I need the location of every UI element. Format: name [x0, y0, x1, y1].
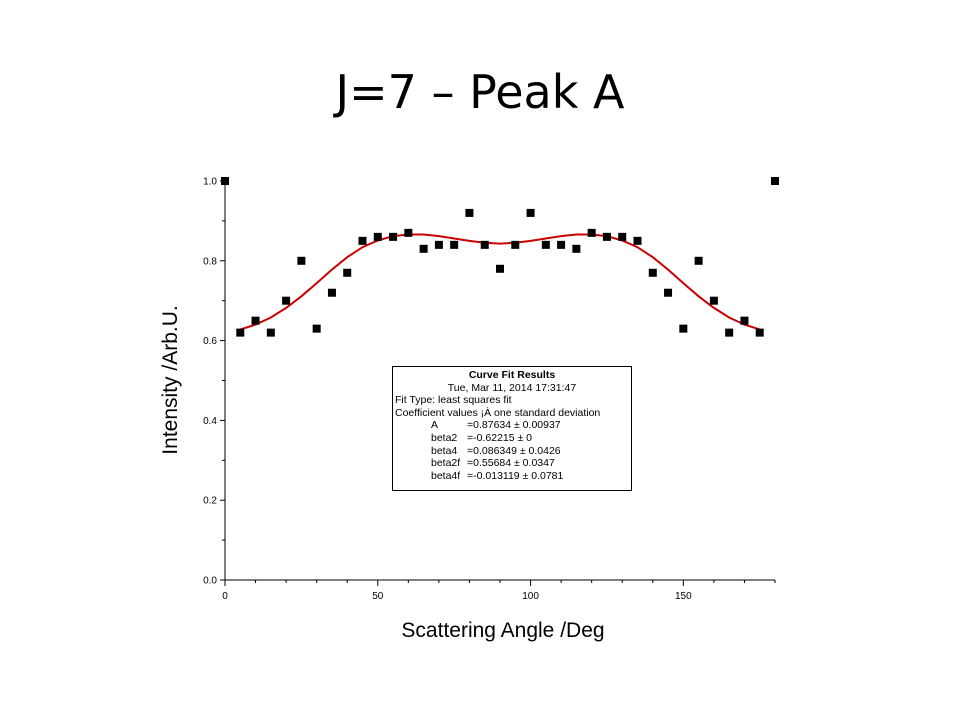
x-tick-label: 100 — [522, 591, 539, 602]
data-point — [526, 208, 535, 217]
y-tick-label: 0.2 — [203, 496, 217, 507]
y-tick-label: 0.6 — [203, 336, 217, 347]
data-point — [602, 232, 611, 241]
slide-title: J=7 – Peak A — [335, 65, 625, 119]
coef-name: beta2f — [431, 457, 461, 470]
data-point — [679, 324, 688, 333]
data-point — [465, 208, 474, 217]
coef-name: beta2 — [431, 431, 458, 444]
coef-value: =0.55684 ± 0.0347 — [467, 457, 555, 470]
coef-row-beta4: beta4 =0.086349 ± 0.0426 — [393, 445, 631, 458]
data-point — [404, 228, 413, 237]
data-point — [266, 328, 275, 337]
coef-name: beta4f — [431, 469, 461, 482]
y-axis-title: Intensity /Arb.U. — [159, 305, 182, 454]
coef-row-a: A =0.87634 ± 0.00937 — [393, 419, 631, 432]
y-tick-label: 0.4 — [203, 416, 217, 427]
data-point — [633, 236, 642, 245]
data-point — [648, 268, 657, 277]
coef-value: =0.086349 ± 0.0426 — [467, 444, 561, 457]
data-point — [709, 296, 718, 305]
data-point — [312, 324, 321, 333]
fit-type-label: Fit Type: least squares fit — [395, 394, 512, 407]
data-point — [587, 228, 596, 237]
data-point — [297, 256, 306, 265]
y-tick-label: 0.0 — [203, 576, 217, 587]
data-point — [282, 296, 291, 305]
x-tick-label: 0 — [222, 591, 228, 602]
coef-row-beta2f: beta2f =0.55684 ± 0.0347 — [393, 457, 631, 470]
coef-name: A — [431, 419, 439, 432]
data-point — [541, 240, 550, 249]
data-point — [480, 240, 489, 249]
x-axis-title: Scattering Angle /Deg — [401, 619, 604, 642]
data-point — [740, 316, 749, 325]
curve-fit-results-box: Curve Fit Results Tue, Mar 11, 2014 17:3… — [392, 366, 632, 491]
data-point — [221, 177, 229, 185]
data-point — [373, 232, 382, 241]
data-point — [389, 232, 398, 241]
data-point — [450, 240, 459, 249]
data-point — [434, 240, 443, 249]
coef-value: =0.87634 ± 0.00937 — [467, 419, 561, 432]
x-tick-label: 150 — [675, 591, 692, 602]
data-point — [618, 232, 627, 241]
data-point — [771, 177, 779, 185]
coef-value: =-0.013119 ± 0.0781 — [467, 469, 564, 482]
data-point — [725, 328, 734, 337]
coef-name: beta4 — [431, 444, 458, 457]
y-tick-label: 0.8 — [203, 256, 217, 267]
coef-header: Coefficient values ¡À one standard devia… — [395, 406, 601, 419]
fit-results-date: Tue, Mar 11, 2014 17:31:47 — [447, 381, 577, 394]
data-point — [419, 244, 428, 253]
data-point — [511, 240, 520, 249]
data-point — [236, 328, 245, 337]
data-point — [694, 256, 703, 265]
data-point — [755, 328, 764, 337]
x-tick-label: 50 — [372, 591, 384, 602]
data-point — [496, 264, 504, 273]
fit-results-title: Curve Fit Results — [468, 369, 556, 381]
data-point — [343, 268, 352, 277]
data-point — [557, 240, 566, 249]
data-point — [327, 288, 336, 297]
coef-value: =-0.62215 ± 0 — [467, 431, 533, 444]
coef-row-beta2: beta2 =-0.62215 ± 0 — [393, 432, 631, 445]
fit-curve-line — [240, 233, 760, 331]
y-tick-label: 1.0 — [203, 177, 217, 188]
data-point — [664, 288, 673, 297]
data-point — [358, 236, 367, 245]
data-point — [251, 316, 260, 325]
coef-row-beta4f: beta4f =-0.013119 ± 0.0781 — [393, 470, 631, 483]
data-point — [572, 244, 581, 253]
